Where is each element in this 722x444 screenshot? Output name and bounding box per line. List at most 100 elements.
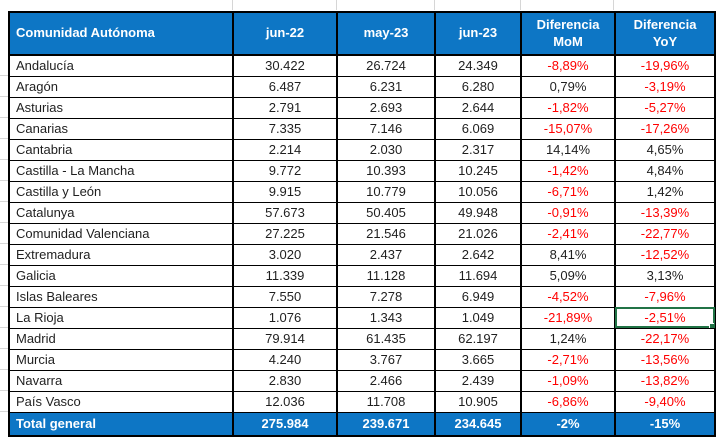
value-jun23-cell[interactable]: 10.245 (434, 159, 522, 182)
total-value-may23[interactable]: 239.671 (336, 411, 436, 437)
region-name-cell[interactable]: Madrid (8, 327, 234, 350)
diff-yoy-cell[interactable]: -22,17% (614, 327, 716, 350)
diff-yoy-cell[interactable]: -5,27% (614, 96, 716, 119)
value-may23-cell[interactable]: 26.724 (336, 54, 436, 77)
value-may23-cell[interactable]: 7.278 (336, 285, 436, 308)
region-name-cell[interactable]: Andalucía (8, 54, 234, 77)
value-jun22-cell[interactable]: 9.915 (232, 180, 338, 203)
value-may23-cell[interactable]: 2.466 (336, 369, 436, 392)
diff-yoy-cell[interactable]: -19,96% (614, 54, 716, 77)
value-jun23-cell[interactable]: 6.949 (434, 285, 522, 308)
diff-yoy-cell[interactable]: -7,96% (614, 285, 716, 308)
value-jun22-cell[interactable]: 2.791 (232, 96, 338, 119)
region-name-cell[interactable]: Castilla - La Mancha (8, 159, 234, 182)
header-jun23[interactable]: jun-23 (434, 11, 522, 56)
value-jun23-cell[interactable]: 2.644 (434, 96, 522, 119)
value-jun23-cell[interactable]: 21.026 (434, 222, 522, 245)
value-jun22-cell[interactable]: 11.339 (232, 264, 338, 287)
header-comunidad[interactable]: Comunidad Autónoma (8, 11, 234, 56)
value-may23-cell[interactable]: 7.146 (336, 117, 436, 140)
value-jun23-cell[interactable]: 62.197 (434, 327, 522, 350)
diff-yoy-cell[interactable]: -3,19% (614, 75, 716, 98)
diff-mom-cell[interactable]: -1,09% (520, 369, 616, 392)
diff-mom-cell[interactable]: 0,79% (520, 75, 616, 98)
value-may23-cell[interactable]: 10.779 (336, 180, 436, 203)
value-jun22-cell[interactable]: 12.036 (232, 390, 338, 413)
value-may23-cell[interactable]: 2.437 (336, 243, 436, 266)
region-name-cell[interactable]: Catalunya (8, 201, 234, 224)
diff-yoy-cell[interactable]: 4,84% (614, 159, 716, 182)
region-name-cell[interactable]: Cantabria (8, 138, 234, 161)
value-may23-cell[interactable]: 61.435 (336, 327, 436, 350)
diff-mom-cell[interactable]: -8,89% (520, 54, 616, 77)
value-jun22-cell[interactable]: 1.076 (232, 306, 338, 329)
total-label[interactable]: Total general (8, 411, 234, 437)
diff-mom-cell[interactable]: 8,41% (520, 243, 616, 266)
value-may23-cell[interactable]: 50.405 (336, 201, 436, 224)
value-jun22-cell[interactable]: 57.673 (232, 201, 338, 224)
header-jun22[interactable]: jun-22 (232, 11, 338, 56)
region-name-cell[interactable]: Navarra (8, 369, 234, 392)
value-may23-cell[interactable]: 11.128 (336, 264, 436, 287)
region-name-cell[interactable]: Murcia (8, 348, 234, 371)
region-name-cell[interactable]: Extremadura (8, 243, 234, 266)
value-jun23-cell[interactable]: 6.280 (434, 75, 522, 98)
diff-mom-cell[interactable]: -1,82% (520, 96, 616, 119)
region-name-cell[interactable]: País Vasco (8, 390, 234, 413)
value-jun22-cell[interactable]: 27.225 (232, 222, 338, 245)
value-jun23-cell[interactable]: 6.069 (434, 117, 522, 140)
value-may23-cell[interactable]: 2.030 (336, 138, 436, 161)
value-may23-cell[interactable]: 6.231 (336, 75, 436, 98)
diff-mom-cell[interactable]: -15,07% (520, 117, 616, 140)
diff-yoy-cell[interactable]: -13,56% (614, 348, 716, 371)
diff-yoy-cell[interactable]: 1,42% (614, 180, 716, 203)
value-may23-cell[interactable]: 11.708 (336, 390, 436, 413)
diff-mom-cell[interactable]: -21,89% (520, 306, 616, 329)
diff-mom-cell[interactable]: -6,71% (520, 180, 616, 203)
region-name-cell[interactable]: Castilla y León (8, 180, 234, 203)
diff-yoy-cell[interactable]: -17,26% (614, 117, 716, 140)
diff-mom-cell[interactable]: -0,91% (520, 201, 616, 224)
diff-yoy-cell[interactable]: 4,65% (614, 138, 716, 161)
diff-yoy-cell[interactable]: -22,77% (614, 222, 716, 245)
total-diff-mom[interactable]: -2% (520, 411, 616, 437)
total-diff-yoy[interactable]: -15% (614, 411, 716, 437)
value-jun23-cell[interactable]: 3.665 (434, 348, 522, 371)
header-may23[interactable]: may-23 (336, 11, 436, 56)
value-may23-cell[interactable]: 2.693 (336, 96, 436, 119)
diff-yoy-cell[interactable]: -12,52% (614, 243, 716, 266)
diff-mom-cell[interactable]: -2,71% (520, 348, 616, 371)
value-jun22-cell[interactable]: 7.335 (232, 117, 338, 140)
diff-mom-cell[interactable]: 5,09% (520, 264, 616, 287)
region-name-cell[interactable]: Galicia (8, 264, 234, 287)
region-name-cell[interactable]: Canarias (8, 117, 234, 140)
value-jun22-cell[interactable]: 9.772 (232, 159, 338, 182)
diff-mom-cell[interactable]: -1,42% (520, 159, 616, 182)
total-value-jun22[interactable]: 275.984 (232, 411, 338, 437)
value-may23-cell[interactable]: 1.343 (336, 306, 436, 329)
value-jun22-cell[interactable]: 2.830 (232, 369, 338, 392)
diff-mom-cell[interactable]: -2,41% (520, 222, 616, 245)
selected-cell[interactable]: -2,51% (614, 306, 716, 329)
value-jun23-cell[interactable]: 1.049 (434, 306, 522, 329)
value-jun23-cell[interactable]: 2.642 (434, 243, 522, 266)
diff-yoy-cell[interactable]: -13,82% (614, 369, 716, 392)
region-name-cell[interactable]: Comunidad Valenciana (8, 222, 234, 245)
header-diferencia-yoy[interactable]: Diferencia YoY (614, 11, 716, 56)
value-jun22-cell[interactable]: 3.020 (232, 243, 338, 266)
diff-yoy-cell[interactable]: 3,13% (614, 264, 716, 287)
value-jun23-cell[interactable]: 49.948 (434, 201, 522, 224)
value-jun23-cell[interactable]: 2.317 (434, 138, 522, 161)
value-jun23-cell[interactable]: 10.905 (434, 390, 522, 413)
value-jun22-cell[interactable]: 30.422 (232, 54, 338, 77)
region-name-cell[interactable]: Aragón (8, 75, 234, 98)
diff-mom-cell[interactable]: 14,14% (520, 138, 616, 161)
diff-mom-cell[interactable]: -4,52% (520, 285, 616, 308)
diff-mom-cell[interactable]: 1,24% (520, 327, 616, 350)
header-diferencia-mom[interactable]: Diferencia MoM (520, 11, 616, 56)
value-may23-cell[interactable]: 3.767 (336, 348, 436, 371)
value-jun22-cell[interactable]: 7.550 (232, 285, 338, 308)
region-name-cell[interactable]: Asturias (8, 96, 234, 119)
value-jun23-cell[interactable]: 24.349 (434, 54, 522, 77)
value-jun23-cell[interactable]: 10.056 (434, 180, 522, 203)
